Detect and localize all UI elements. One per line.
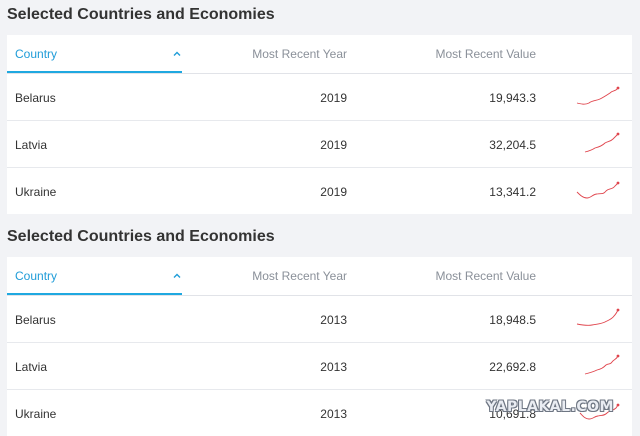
country-name[interactable]: Latvia — [15, 360, 48, 374]
table-row[interactable]: Latvia 2013 22,692.8 — [7, 343, 632, 390]
table-header: Country Most Recent Year Most Recent Val… — [7, 35, 632, 74]
column-header-country: Country — [15, 269, 58, 283]
country-sort-header[interactable]: Country — [7, 257, 182, 295]
most-recent-value: 10,691.8 — [489, 407, 536, 421]
most-recent-year: 2019 — [320, 91, 347, 105]
section-title: Selected Countries and Economies — [7, 228, 275, 245]
chevron-up-icon — [173, 273, 181, 278]
data-table: Country Most Recent Year Most Recent Val… — [7, 35, 632, 214]
column-header-country: Country — [15, 47, 58, 61]
table-row[interactable]: Ukraine 2019 13,341.2 — [7, 168, 632, 214]
table-row[interactable]: Ukraine 2013 10,691.8 — [7, 390, 632, 436]
data-table: Country Most Recent Year Most Recent Val… — [7, 257, 632, 436]
most-recent-year: 2013 — [320, 313, 347, 327]
country-name[interactable]: Belarus — [15, 91, 56, 105]
most-recent-value: 13,341.2 — [489, 185, 536, 199]
chevron-up-icon — [173, 51, 181, 56]
sparkline-trend-icon — [579, 403, 620, 420]
country-name[interactable]: Ukraine — [15, 407, 57, 421]
most-recent-value: 32,204.5 — [489, 138, 536, 152]
watermark-logo: YAPLAKAL.COM — [486, 399, 614, 415]
column-header-value[interactable]: Most Recent Value — [435, 47, 537, 61]
most-recent-value: 18,948.5 — [489, 313, 536, 327]
most-recent-value: 19,943.3 — [489, 91, 536, 105]
column-header-year[interactable]: Most Recent Year — [252, 269, 347, 283]
table-row[interactable]: Belarus 2019 19,943.3 — [7, 74, 632, 121]
sparkline-trend-icon — [584, 354, 620, 375]
column-header-year[interactable]: Most Recent Year — [252, 47, 347, 61]
sparkline-trend-icon — [576, 308, 620, 326]
country-sort-header[interactable]: Country — [7, 35, 182, 73]
most-recent-year: 2013 — [320, 360, 347, 374]
table-row[interactable]: Latvia 2019 32,204.5 — [7, 121, 632, 168]
sparkline-trend-icon — [584, 132, 620, 153]
most-recent-year: 2019 — [320, 185, 347, 199]
section-title: Selected Countries and Economies — [7, 6, 275, 23]
most-recent-year: 2013 — [320, 407, 347, 421]
country-name[interactable]: Ukraine — [15, 185, 57, 199]
table-header: Country Most Recent Year Most Recent Val… — [7, 257, 632, 296]
sparkline-trend-icon — [576, 181, 620, 199]
country-name[interactable]: Belarus — [15, 313, 56, 327]
sparkline-trend-icon — [576, 86, 620, 105]
most-recent-year: 2019 — [320, 138, 347, 152]
most-recent-value: 22,692.8 — [489, 360, 536, 374]
column-header-value[interactable]: Most Recent Value — [435, 269, 537, 283]
table-row[interactable]: Belarus 2013 18,948.5 — [7, 296, 632, 343]
country-name[interactable]: Latvia — [15, 138, 48, 152]
